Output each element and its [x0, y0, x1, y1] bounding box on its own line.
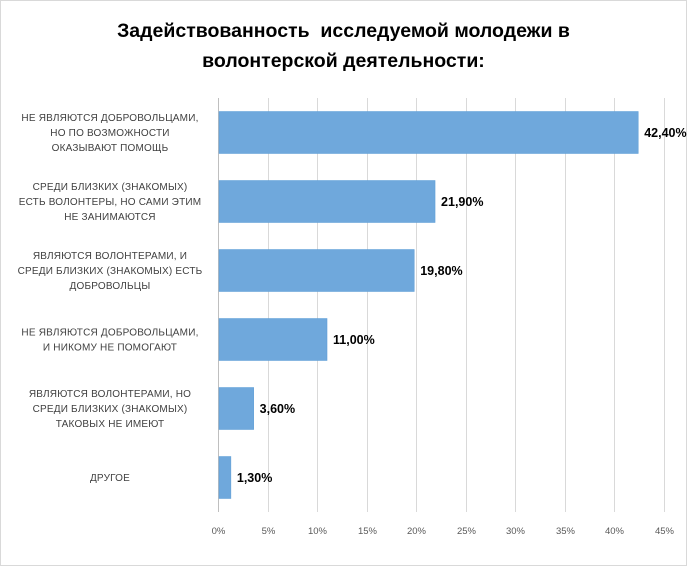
x-tick-label: 30% [506, 526, 526, 537]
x-tick-label: 5% [262, 526, 276, 537]
bar [218, 318, 328, 361]
data-label: 21,90% [441, 195, 483, 209]
category-label: НЕ ЯВЛЯЮТСЯ ДОБРОВОЛЬЦАМИ, НО ПО ВОЗМОЖНО… [21, 113, 198, 154]
category-label: ЯВЛЯЮТСЯ ВОЛОНТЕРАМИ, НО СРЕДИ БЛИЗКИХ (З… [29, 389, 191, 430]
category-label-line: НЕ ЯВЛЯЮТСЯ ДОБРОВОЛЬЦАМИ, [21, 113, 198, 124]
bar [218, 456, 232, 499]
data-label: 42,40% [644, 126, 686, 140]
category-label-line: НЕ ЯВЛЯЮТСЯ ДОБРОВОЛЬЦАМИ, [21, 328, 198, 339]
bar [218, 180, 436, 223]
data-label: 11,00% [333, 333, 375, 347]
x-tick-label: 15% [358, 526, 378, 537]
chart-title-line-1: Задействованность исследуемой молодежи в [117, 20, 570, 42]
bars [218, 111, 639, 499]
chart-title-line-2: волонтерской деятельности: [202, 50, 485, 72]
category-label-line: СРЕДИ БЛИЗКИХ (ЗНАКОМЫХ) ЕСТЬ [18, 266, 203, 277]
category-label: СРЕДИ БЛИЗКИХ (ЗНАКОМЫХ) ЕСТЬ ВОЛОНТЕРЫ, … [19, 182, 202, 223]
category-label: ЯВЛЯЮТСЯ ВОЛОНТЕРАМИ, И СРЕДИ БЛИЗКИХ (ЗН… [18, 251, 203, 292]
data-label: 3,60% [260, 402, 295, 416]
category-label-line: ЯВЛЯЮТСЯ ВОЛОНТЕРАМИ, И [33, 251, 187, 262]
category-label: ДРУГОЕ [90, 473, 130, 484]
category-label-line: ЕСТЬ ВОЛОНТЕРЫ, НО САМИ ЭТИМ [19, 197, 202, 208]
bar [218, 387, 254, 430]
gridlines [218, 98, 665, 512]
category-label-line: НО ПО ВОЗМОЖНОСТИ [50, 128, 169, 139]
category-label-line: ТАКОВЫХ НЕ ИМЕЮТ [56, 419, 165, 430]
category-label-line: СРЕДИ БЛИЗКИХ (ЗНАКОМЫХ) [33, 404, 188, 415]
category-label-line: ЯВЛЯЮТСЯ ВОЛОНТЕРАМИ, НО [29, 389, 191, 400]
x-tick-label: 45% [655, 526, 675, 537]
x-tick-label: 25% [457, 526, 477, 537]
x-tick-label: 40% [605, 526, 625, 537]
category-label-line: СРЕДИ БЛИЗКИХ (ЗНАКОМЫХ) [33, 182, 188, 193]
category-label-line: ДОБРОВОЛЬЦЫ [70, 281, 151, 292]
x-tick-label: 10% [308, 526, 328, 537]
x-tick-label: 35% [556, 526, 576, 537]
labels: 0% 5% 10% 15% 20% 25% 30% 35% 40% 45% 42,40% НЕ ЯВЛ… [18, 113, 687, 537]
x-tick-label: 20% [407, 526, 427, 537]
x-tick-label: 0% [212, 526, 226, 537]
chart-title: Задействованность исследуемой молодежи в… [0, 16, 687, 76]
bar [218, 249, 415, 292]
data-label: 1,30% [237, 471, 272, 485]
data-label: 19,80% [420, 264, 462, 278]
category-label-line: ДРУГОЕ [90, 473, 130, 484]
category-label-line: И НИКОМУ НЕ ПОМОГАЮТ [43, 343, 177, 354]
category-label: НЕ ЯВЛЯЮТСЯ ДОБРОВОЛЬЦАМИ, И НИКОМУ НЕ ПО… [21, 328, 198, 354]
bar [218, 111, 639, 154]
category-label-line: ОКАЗЫВАЮТ ПОМОЩЬ [52, 143, 169, 154]
category-label-line: НЕ ЗАНИМАЮТСЯ [64, 212, 155, 223]
